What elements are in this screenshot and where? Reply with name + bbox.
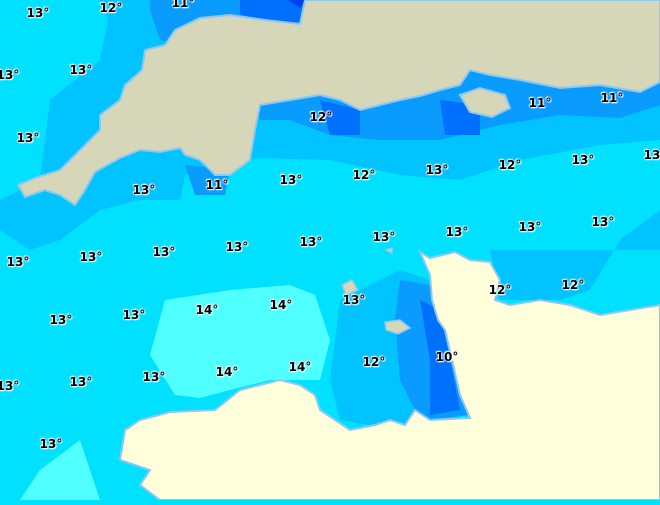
temperature-label: 13°: [342, 293, 366, 307]
temperature-label: 12°: [498, 158, 522, 172]
temperature-label: 11°: [600, 91, 624, 105]
temperature-label: 13°: [79, 250, 103, 264]
temperature-label: 11°: [528, 96, 552, 110]
sea-12-zone-east: [490, 210, 660, 300]
temperature-label: 13°: [0, 379, 20, 393]
temperature-label: 13°: [152, 245, 176, 259]
temperature-label: 14°: [195, 303, 219, 317]
temperature-label: 13°: [132, 183, 156, 197]
temperature-label: 13°: [571, 153, 595, 167]
temperature-label: 13°: [16, 131, 40, 145]
temperature-label: 10°: [435, 350, 459, 364]
channel-island-jersey: [384, 319, 412, 335]
temperature-label: 13°: [142, 370, 166, 384]
temperature-label: 11°: [171, 0, 195, 10]
temperature-label: 13°: [299, 235, 323, 249]
temperature-label: 13°: [49, 313, 73, 327]
temperature-label: 13°: [0, 68, 20, 82]
sea-14-zone: [150, 285, 330, 398]
temperature-label: 13°: [643, 148, 660, 162]
temperature-label: 13°: [425, 163, 449, 177]
temperature-label: 14°: [288, 360, 312, 374]
sea-10-zone-channel: [320, 100, 480, 135]
land-england: [16, 0, 660, 207]
temperature-label: 12°: [352, 168, 376, 182]
temperature-label: 12°: [561, 278, 585, 292]
temperature-label: 14°: [215, 365, 239, 379]
sea-10-zone-gulf: [420, 300, 460, 415]
temperature-label: 13°: [372, 230, 396, 244]
temperature-label: 12°: [309, 110, 333, 124]
sea-14-zone-sw: [20, 440, 100, 500]
temperature-label: 13°: [445, 225, 469, 239]
temperature-label: 12°: [488, 283, 512, 297]
temperature-label: 13°: [122, 308, 146, 322]
temperature-label: 12°: [99, 1, 123, 15]
temperature-label: 13°: [69, 63, 93, 77]
temperature-label: 12°: [362, 355, 386, 369]
land-france: [118, 249, 660, 501]
channel-island-guernsey: [341, 279, 360, 296]
sea-9-zone: [288, 0, 305, 8]
temperature-label: 13°: [279, 173, 303, 187]
temperature-label: 13°: [591, 215, 615, 229]
channel-island-alderney: [384, 246, 393, 255]
temperature-label: 13°: [225, 240, 249, 254]
temperature-label: 13°: [26, 6, 50, 20]
temperature-label: 13°: [6, 255, 30, 269]
isle-of-wight: [458, 86, 512, 119]
temperature-label: 13°: [69, 375, 93, 389]
temperature-label: 13°: [39, 437, 63, 451]
temperature-label: 14°: [269, 298, 293, 312]
temperature-label: 11°: [205, 178, 229, 192]
temperature-label: 13°: [518, 220, 542, 234]
